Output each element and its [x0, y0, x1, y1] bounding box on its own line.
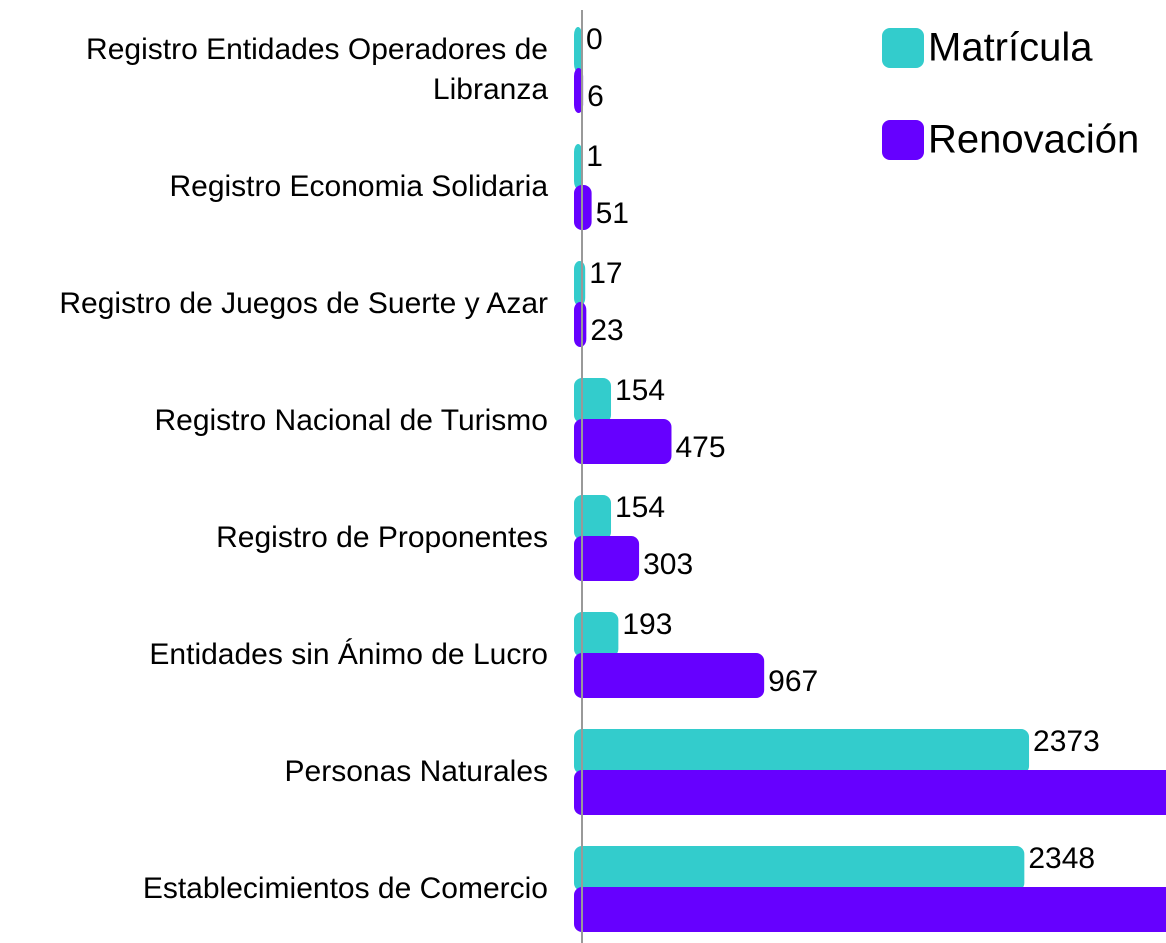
value-label: 154: [615, 491, 665, 524]
bar: [574, 770, 1166, 815]
bar: [574, 653, 765, 698]
value-label: 2373: [1033, 725, 1100, 758]
bar: [574, 68, 584, 113]
value-label: 193: [622, 608, 672, 641]
value-label: 2348: [1028, 842, 1095, 875]
bar: [574, 419, 672, 464]
value-label: 6: [587, 80, 604, 113]
bar: [574, 729, 1030, 774]
bar: [574, 144, 583, 189]
category-label: Registro de Juegos de Suerte y Azar: [59, 287, 548, 320]
category-label: Registro de Proponentes: [216, 521, 548, 554]
value-label: 1: [586, 140, 603, 173]
bar: [574, 612, 619, 657]
bar: [574, 495, 612, 540]
value-label: 475: [675, 431, 725, 464]
legend-label: Matrícula: [928, 26, 1093, 70]
category-label: Registro Nacional de Turismo: [154, 404, 548, 437]
bar: [574, 887, 1166, 932]
category-label: Entidades sin Ánimo de Lucro: [149, 638, 548, 671]
bar: [574, 846, 1025, 891]
legend-swatch: [882, 28, 924, 68]
axis-cover: [0, 0, 582, 943]
category-label: Establecimientos de Comercio: [142, 872, 548, 905]
value-label: 303: [643, 548, 693, 581]
value-label: 0: [586, 23, 603, 56]
value-label: 23: [590, 314, 623, 347]
value-label: 154: [615, 374, 665, 407]
category-label: Registro Economia Solidaria: [169, 170, 548, 203]
category-label: Registro Entidades Operadores de Libranz…: [86, 33, 548, 106]
legend-label: Renovación: [928, 118, 1139, 162]
bar: [574, 27, 582, 72]
bar: [574, 302, 587, 347]
bar: [574, 536, 640, 581]
value-label: 51: [596, 197, 629, 230]
bar: [574, 378, 612, 423]
value-label: 17: [589, 257, 622, 290]
category-label: Personas Naturales: [284, 755, 548, 788]
legend-swatch: [882, 120, 924, 160]
value-label: 967: [768, 665, 818, 698]
